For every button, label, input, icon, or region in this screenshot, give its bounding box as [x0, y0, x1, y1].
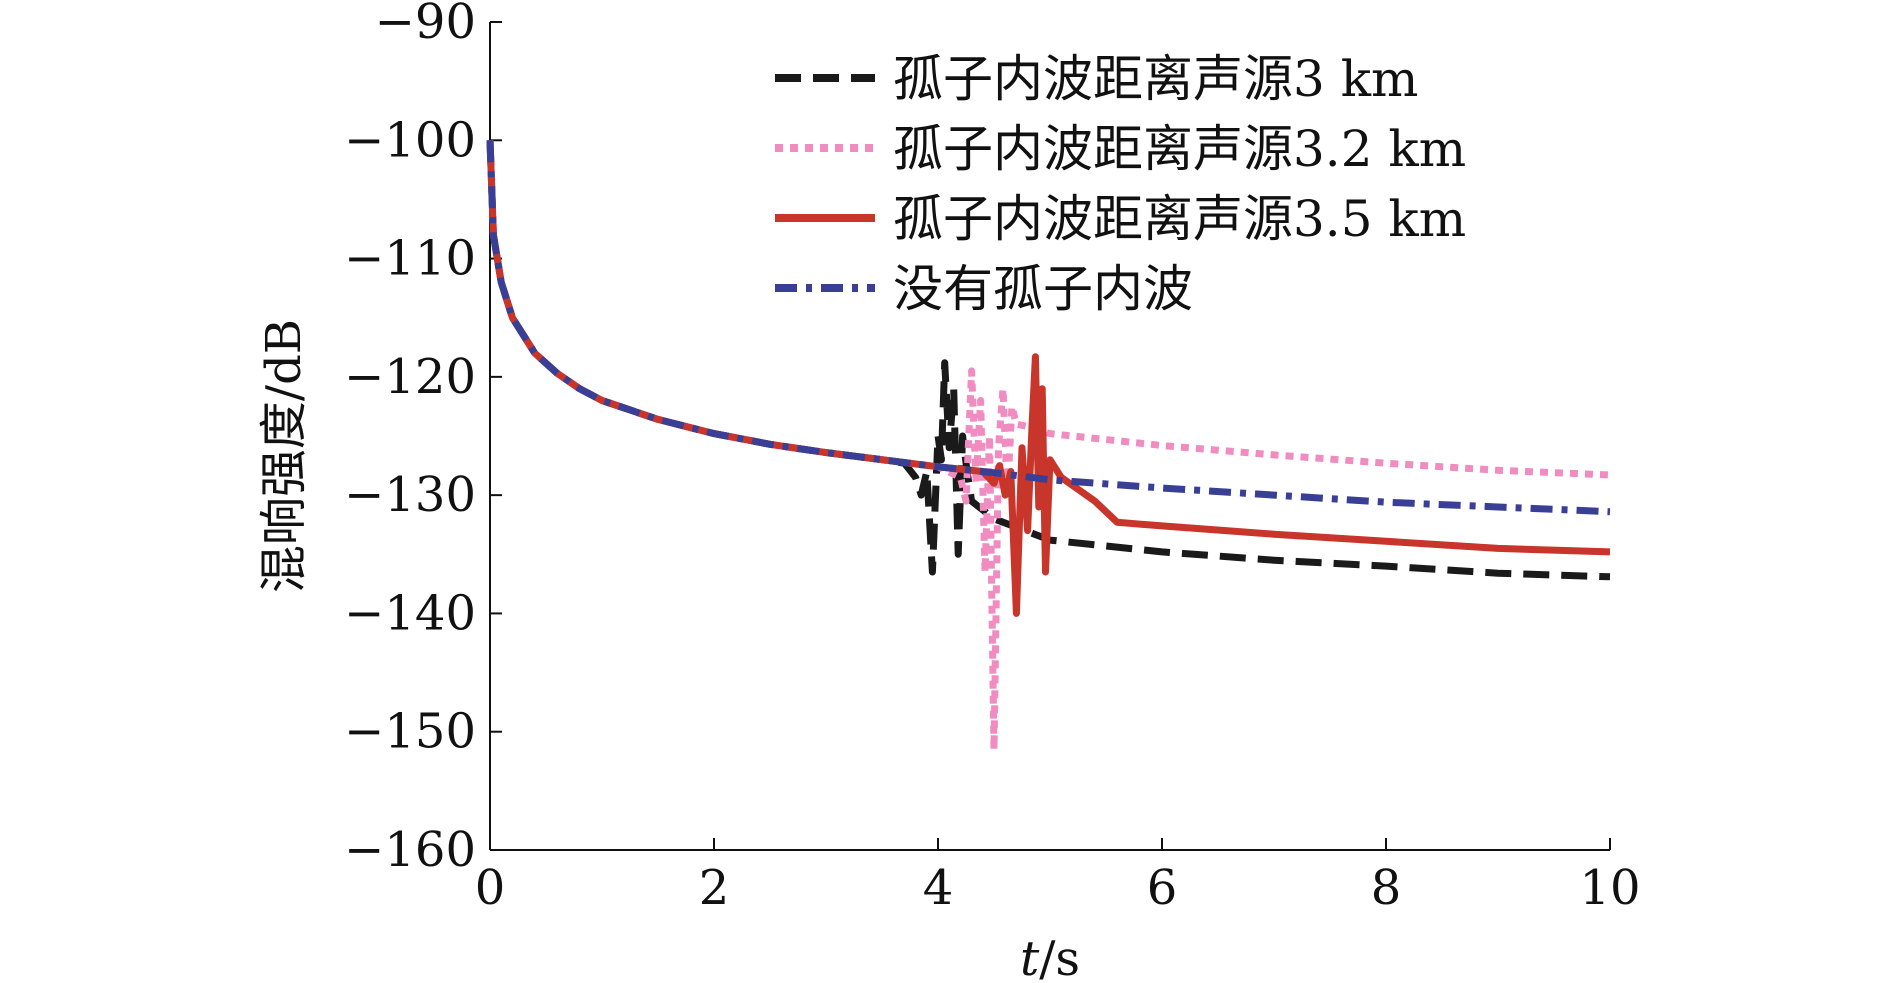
series-line-4: [486, 140, 1611, 516]
x-ticks: 0 2 4 6 8 10: [475, 838, 1641, 916]
y-tick-label: −140: [344, 585, 476, 641]
x-tick-label: 6: [1147, 860, 1178, 916]
y-ticks: −90 −100 −110 −120 −130 −140 −150 −160: [344, 0, 502, 878]
legend-label-3: 孤子内波距离声源3.5 km: [893, 190, 1466, 248]
x-axis-title-italic: t: [1020, 931, 1040, 983]
x-axis-title: t/s: [1020, 931, 1080, 983]
y-tick-label: −100: [344, 112, 476, 168]
y-axis-title: 混响强度/dB: [256, 319, 312, 593]
y-tick-label: −90: [375, 0, 476, 50]
y-tick-label: −110: [344, 231, 476, 287]
y-tick-label: −120: [344, 349, 476, 405]
plot-lines: [486, 140, 1611, 753]
legend-label-4: 没有孤子内波: [893, 260, 1193, 318]
y-tick-label: −150: [344, 704, 476, 760]
series-line-1: [486, 140, 1611, 581]
x-axis-title-unit: /s: [1039, 931, 1080, 983]
x-tick-label: 4: [923, 860, 954, 916]
legend: 孤子内波距离声源3 km 孤子内波距离声源3.2 km 孤子内波距离声源3.5 km…: [775, 50, 1466, 318]
x-tick-label: 10: [1579, 860, 1640, 916]
legend-label-1: 孤子内波距离声源3 km: [893, 50, 1418, 108]
legend-label-2: 孤子内波距离声源3.2 km: [893, 120, 1466, 178]
y-tick-label: −130: [344, 467, 476, 523]
x-tick-label: 8: [1371, 860, 1402, 916]
x-tick-label: 0: [475, 860, 506, 916]
x-tick-label: 2: [699, 860, 730, 916]
y-tick-label: −160: [344, 822, 476, 878]
series-line-3: [486, 140, 1611, 617]
